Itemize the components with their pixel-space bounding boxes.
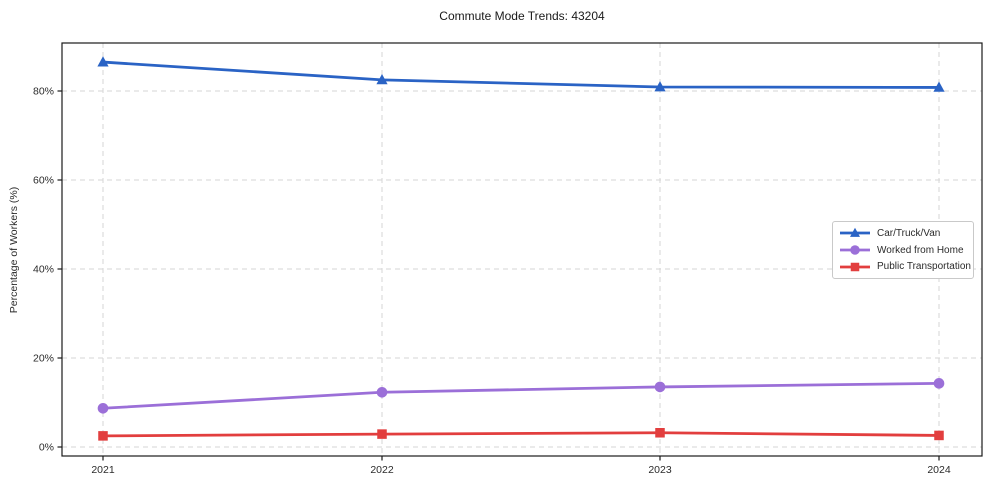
square-marker (655, 428, 665, 438)
circle-marker (654, 381, 666, 393)
series-line-square (101, 431, 941, 438)
x-tick-label: 2022 (370, 464, 394, 476)
x-tick-label: 2023 (648, 464, 672, 476)
line-triangle-marker-icon (840, 228, 870, 238)
circle-marker (933, 378, 945, 389)
y-tick-label: 60% (33, 175, 54, 187)
square-marker (934, 430, 944, 441)
series-line-triangle (101, 60, 941, 89)
circle-marker (376, 386, 388, 398)
x-tick-label: 2021 (91, 464, 115, 476)
legend-item-worked-from-home: Worked from Home (839, 242, 967, 259)
circle-marker (850, 245, 860, 255)
legend-label: Public Transportation (877, 261, 971, 273)
circle-marker (97, 402, 109, 414)
y-tick-label: 40% (33, 264, 54, 276)
y-tick-label: 0% (39, 442, 54, 454)
triangle-marker (933, 81, 945, 92)
triangle-marker (850, 228, 860, 238)
square-marker (377, 429, 387, 439)
y-tick-label: 80% (33, 86, 54, 98)
legend-item-car-truck-van: Car/Truck/Van (839, 225, 967, 242)
square-marker (98, 431, 108, 441)
plot-border (61, 42, 983, 457)
triangle-marker (97, 56, 109, 67)
x-tick-label: 2024 (927, 464, 951, 476)
chart-title: Commute Mode Trends: 43204 (439, 9, 605, 23)
series-line-circle (101, 381, 941, 410)
triangle-marker (654, 81, 666, 92)
legend-item-public-transportation: Public Transportation (839, 258, 971, 275)
legend-label: Worked from Home (877, 244, 964, 256)
legend-label: Car/Truck/Van (877, 227, 941, 239)
square-marker (850, 262, 860, 271)
y-tick-label: 20% (33, 353, 54, 365)
legend: Car/Truck/Van Worked from Home Public Tr… (832, 221, 974, 279)
line-circle-marker-icon (840, 245, 870, 255)
triangle-marker (376, 73, 388, 85)
line-square-marker-icon (840, 262, 870, 271)
